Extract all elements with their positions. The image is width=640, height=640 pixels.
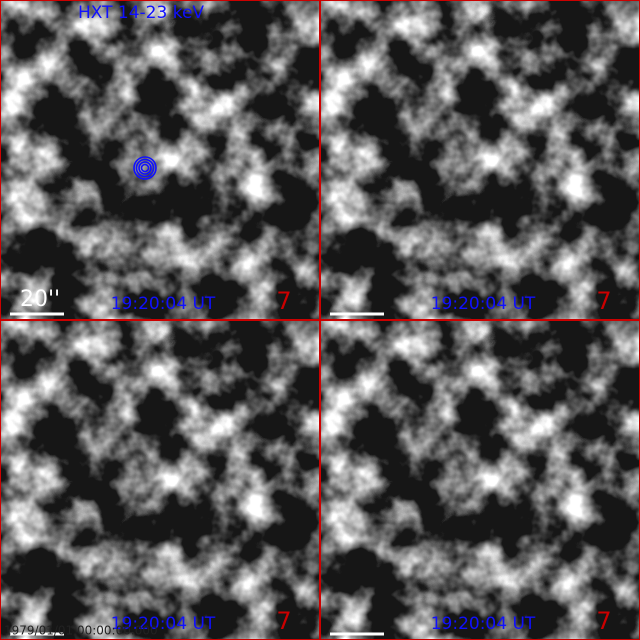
panel-image <box>320 320 640 640</box>
time-label: 19:20:04 UT <box>111 294 216 314</box>
contour <box>133 156 157 180</box>
frame-number: 7 <box>596 607 611 635</box>
frame-number: 7 <box>596 287 611 315</box>
title: HXT 14-23 keV <box>78 3 204 23</box>
time-label: 19:20:04 UT <box>431 614 536 634</box>
time-label: 19:20:04 UT <box>431 294 536 314</box>
frame-number: 7 <box>276 607 291 635</box>
panel-image <box>0 320 320 640</box>
frame-number: 7 <box>276 287 291 315</box>
scale-label: 20'' <box>20 287 60 312</box>
timestamp: 1979/01/01 00:00:00.000 <box>4 624 158 638</box>
time-label: 19:20:04 UT <box>111 614 216 634</box>
panel-image <box>0 0 320 320</box>
panel-image <box>320 0 640 320</box>
